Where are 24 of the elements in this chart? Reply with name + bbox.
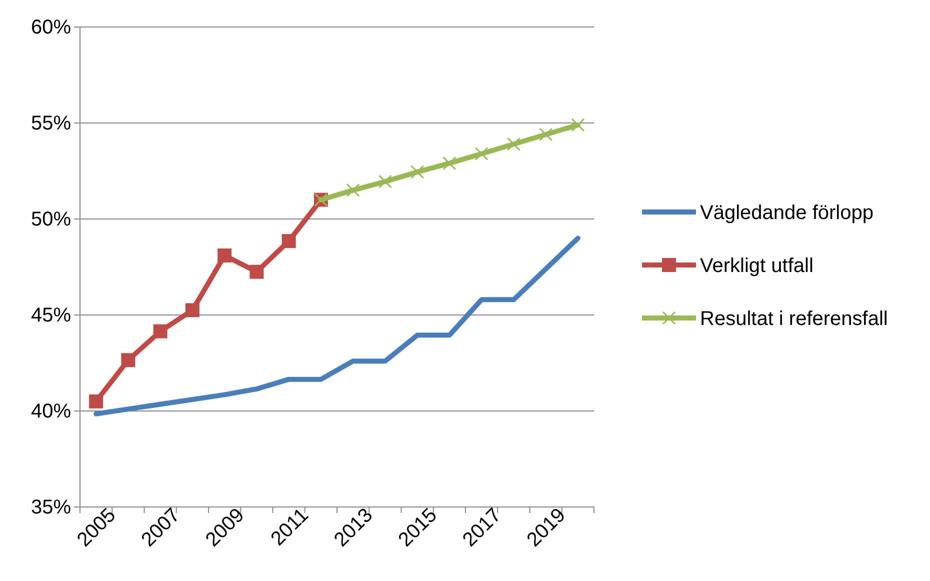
y-tick-label: 50% — [30, 208, 72, 230]
point — [442, 156, 456, 170]
point — [506, 137, 520, 151]
y-tick-label: 45% — [30, 304, 72, 326]
point — [571, 118, 585, 132]
y-tick-label: 35% — [30, 496, 72, 518]
point — [185, 303, 200, 318]
point — [410, 165, 424, 179]
point — [121, 353, 136, 368]
point — [250, 264, 264, 279]
y-tick-label: 60% — [30, 16, 72, 38]
point — [153, 324, 168, 338]
point — [282, 234, 296, 248]
point — [218, 248, 232, 262]
legend-label: Vägledande förlopp — [700, 202, 874, 224]
point — [346, 183, 360, 197]
legend-label: Resultat i referensfall — [700, 308, 888, 330]
point — [378, 174, 392, 188]
point — [474, 146, 488, 160]
point — [539, 128, 553, 142]
legend-label: Verkligt utfall — [700, 255, 814, 277]
point — [89, 394, 104, 408]
y-tick-label: 55% — [30, 112, 72, 134]
y-tick-label: 40% — [30, 400, 72, 422]
